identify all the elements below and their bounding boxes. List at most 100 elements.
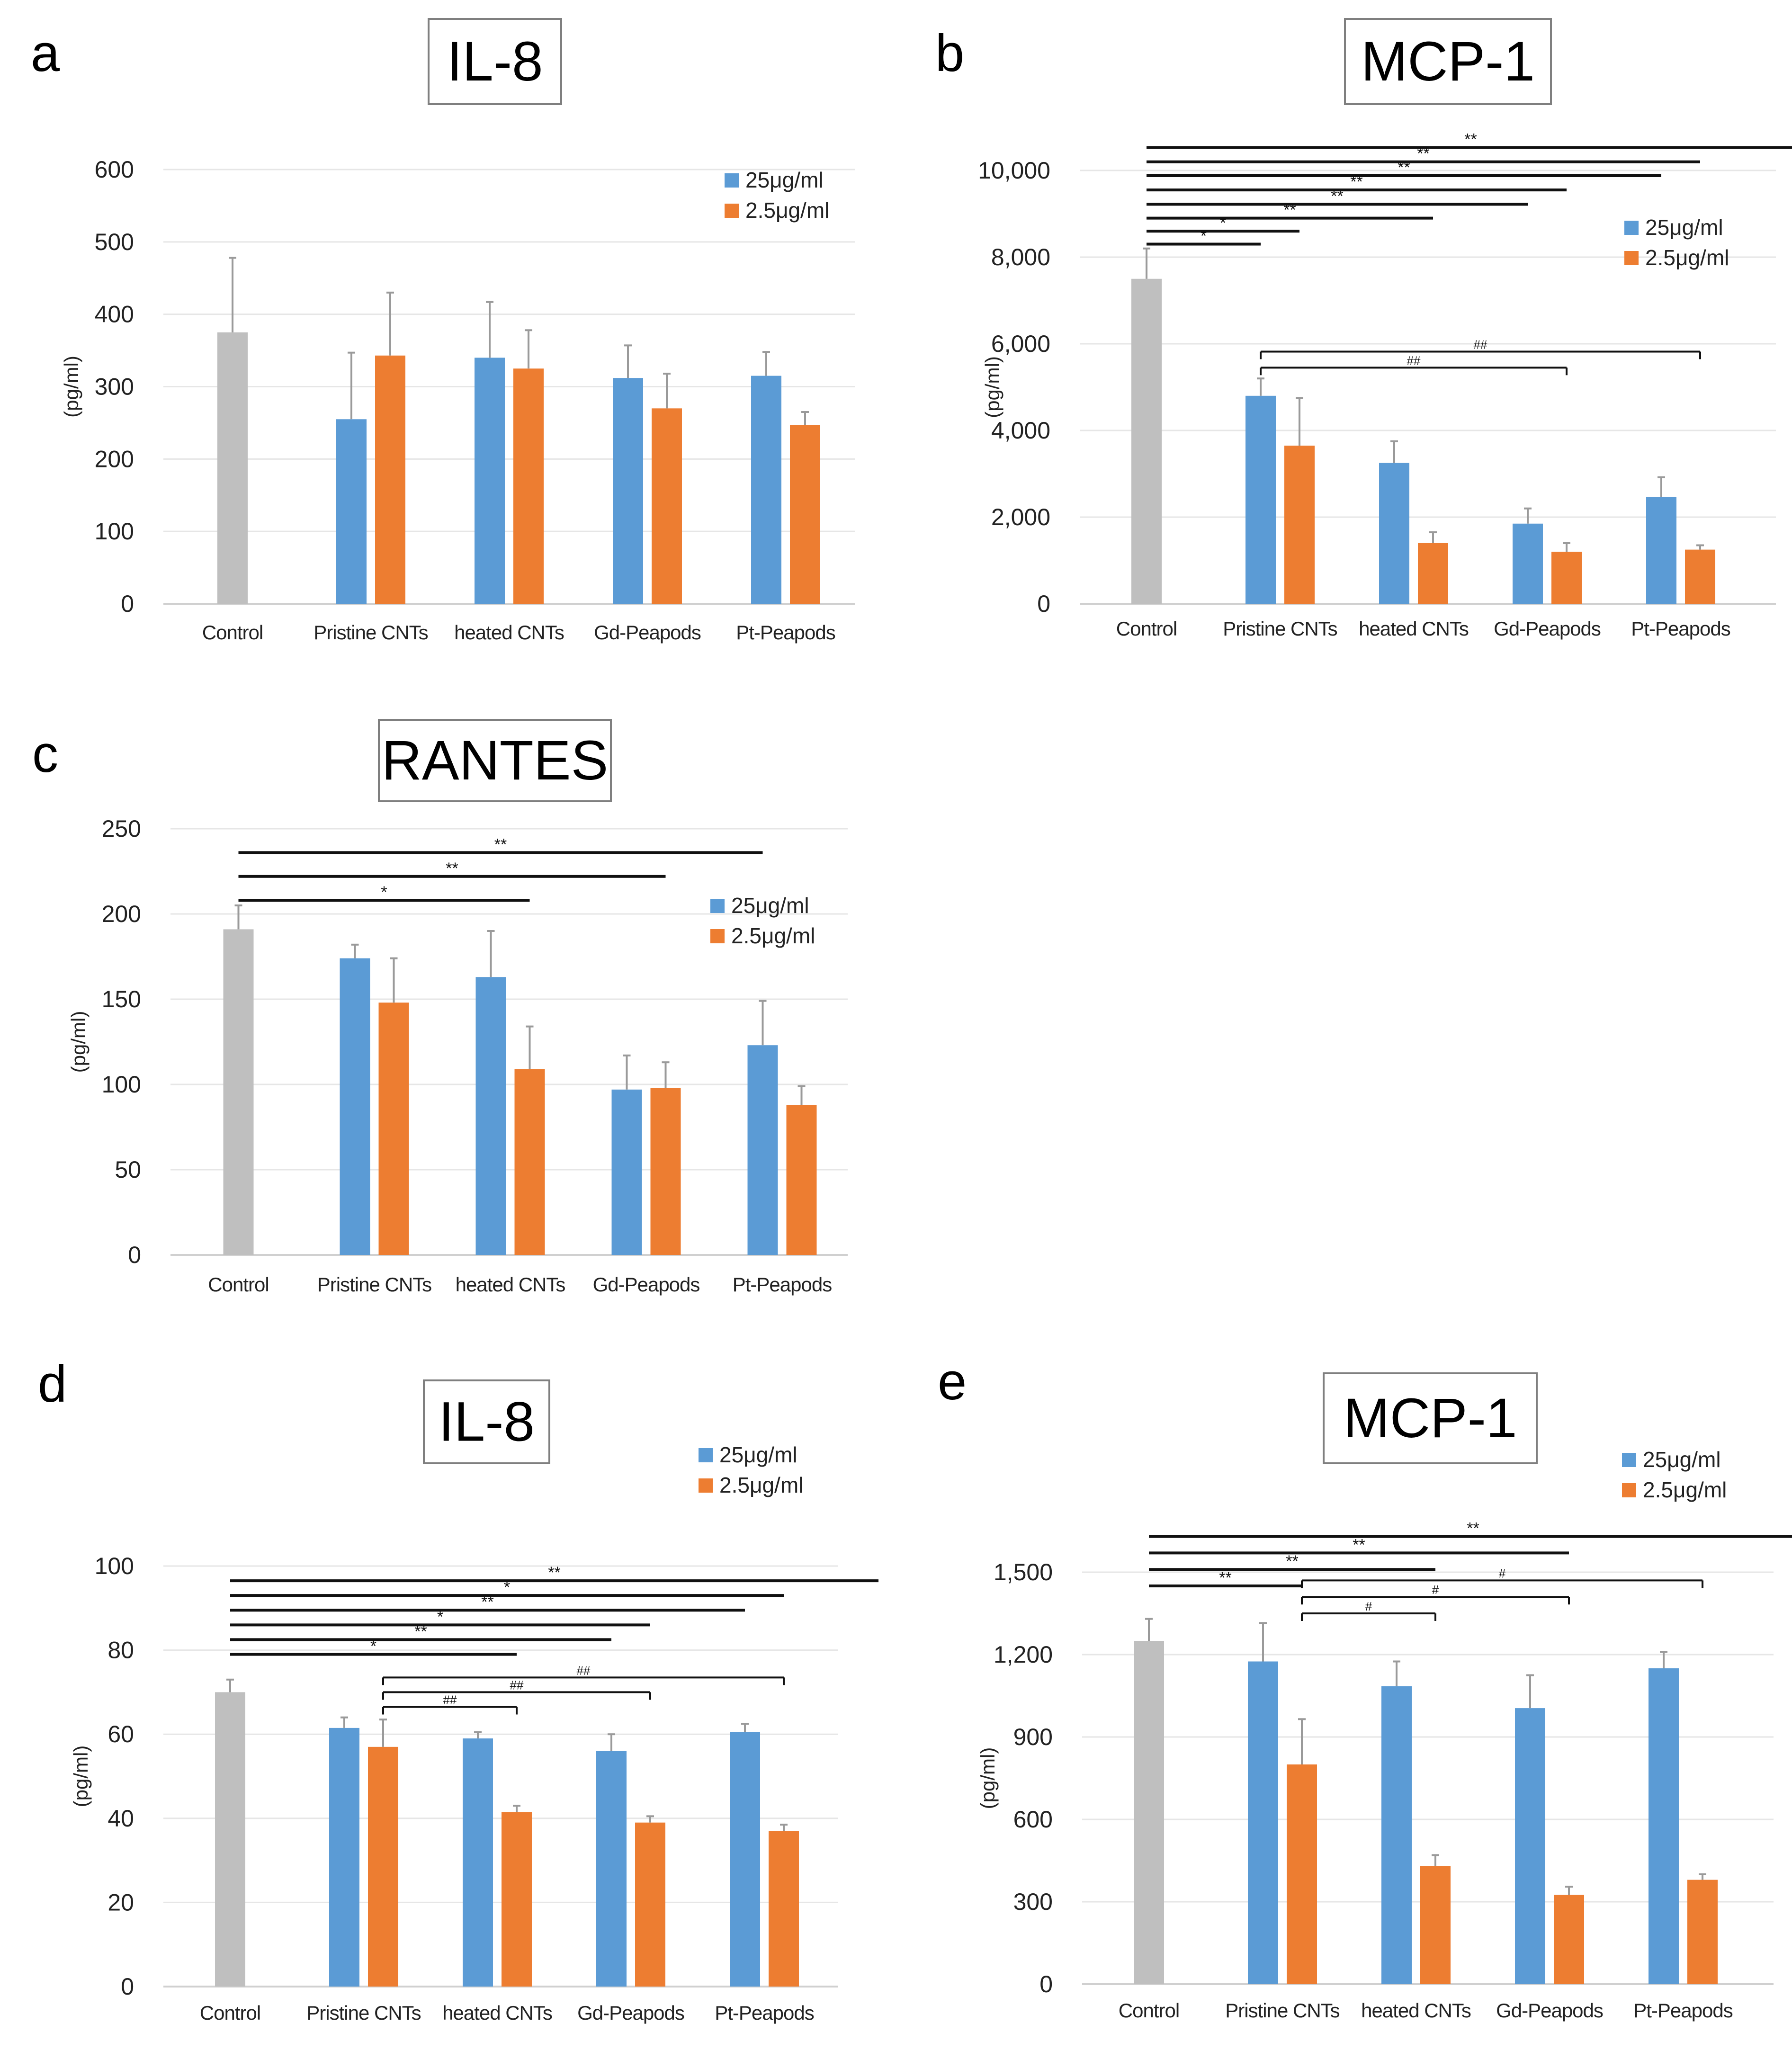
bar-2-5ug: [1420, 1866, 1451, 1984]
bar-control: [223, 929, 254, 1255]
y-tick-label: 40: [108, 1805, 134, 1832]
bar-2-5ug: [1287, 1764, 1317, 1984]
x-tick-label: Pristine CNTs: [1223, 618, 1337, 640]
y-tick-label: 600: [95, 156, 134, 183]
y-tick-label: 0: [1039, 1971, 1053, 1997]
legend-swatch: [699, 1478, 713, 1493]
legend-label: 2.5μg/ml: [1643, 1477, 1727, 1502]
x-tick-label: Pt-Peapods: [1631, 618, 1730, 640]
bar-25ug: [747, 1045, 778, 1255]
y-tick-label: 6,000: [991, 331, 1050, 357]
bar-2-5ug: [652, 408, 682, 604]
significance-label: **: [494, 835, 507, 853]
legend-label: 25μg/ml: [719, 1442, 797, 1467]
bar-25ug: [1245, 395, 1276, 604]
panel-letter: b: [935, 24, 964, 82]
significance-label: ##: [1407, 353, 1421, 367]
y-tick-label: 900: [1013, 1724, 1053, 1750]
bar-2-5ug: [790, 425, 820, 604]
bar-2-5ug: [1554, 1895, 1584, 1984]
legend-label: 25μg/ml: [1643, 1447, 1721, 1472]
bar-25ug: [751, 376, 781, 604]
significance-label: **: [446, 859, 458, 877]
legend-label: 2.5μg/ml: [1645, 245, 1729, 270]
x-tick-label: Control: [202, 621, 263, 644]
legend-swatch: [1624, 221, 1639, 235]
y-axis-label: (pg/ml): [981, 356, 1004, 418]
legend-label: 25μg/ml: [1645, 215, 1723, 240]
legend-swatch: [1624, 251, 1639, 265]
y-tick-label: 60: [108, 1721, 134, 1747]
significance-label: *: [437, 1608, 443, 1626]
bar-25ug: [1381, 1686, 1412, 1984]
bar-25ug: [475, 977, 506, 1255]
legend-label: 25μg/ml: [731, 893, 809, 918]
chart-title-box: [428, 18, 562, 105]
significance-label: ##: [577, 1663, 591, 1677]
chart-title: MCP-1: [1343, 1387, 1517, 1450]
x-tick-label: Pristine CNTs: [317, 1273, 431, 1296]
y-tick-label: 100: [95, 518, 134, 545]
chart-title: IL-8: [447, 30, 543, 93]
bar-2-5ug: [1284, 446, 1315, 604]
bar-2-5ug: [513, 368, 544, 604]
legend-swatch: [710, 929, 725, 943]
bar-25ug: [613, 378, 643, 604]
legend-swatch: [725, 173, 739, 188]
y-tick-label: 4,000: [991, 417, 1050, 444]
chart-panel-d: d IL-8 0 20 40 60 80 100 (pg/ml) Control Pristine …: [38, 1355, 878, 2024]
bar-25ug: [1248, 1661, 1278, 1984]
chart-title-box: [1323, 1372, 1538, 1464]
y-tick-label: 200: [95, 446, 134, 472]
bar-2-5ug: [1418, 543, 1448, 604]
bar-2-5ug: [502, 1812, 532, 1987]
chart-title-box: [378, 719, 612, 802]
significance-label: **: [548, 1564, 560, 1582]
y-tick-label: 300: [1013, 1889, 1053, 1915]
y-tick-label: 100: [95, 1553, 134, 1579]
bar-25ug: [1646, 496, 1676, 604]
chart-title: MCP-1: [1361, 30, 1535, 93]
bar-2-5ug: [1551, 552, 1582, 604]
x-tick-label: Control: [1119, 1999, 1179, 2022]
bar-25ug: [336, 419, 367, 604]
chart-panel-e: e MCP-1 0 300 600 900 1,200 1,500 (pg/ml) Control…: [938, 1352, 1792, 2022]
y-tick-label: 0: [121, 591, 134, 617]
bar-control: [1134, 1641, 1164, 1984]
y-tick-label: 400: [95, 301, 134, 328]
x-tick-label: heated CNTs: [454, 621, 564, 644]
significance-label: ##: [1474, 337, 1487, 351]
y-tick-label: 600: [1013, 1806, 1053, 1833]
y-tick-label: 200: [102, 901, 141, 927]
bar-25ug: [463, 1738, 493, 1987]
x-tick-label: Gd-Peapods: [593, 1273, 700, 1296]
x-tick-label: Pt-Peapods: [736, 621, 835, 644]
bar-25ug: [329, 1728, 359, 1987]
bar-2-5ug: [375, 355, 405, 604]
significance-label: *: [381, 883, 387, 901]
bar-25ug: [1649, 1668, 1679, 1984]
bar-2-5ug: [1685, 549, 1715, 604]
chart-panel-b: b MCP-1 0 2,000 4,000 6,000 8,000 10,000 (pg/ml)…: [935, 18, 1792, 640]
y-tick-label: 250: [102, 815, 141, 842]
bar-25ug: [1379, 463, 1409, 604]
y-tick-label: 0: [1037, 591, 1050, 617]
x-tick-label: heated CNTs: [1359, 618, 1469, 640]
panel-letter: c: [32, 725, 58, 783]
significance-label: **: [1286, 1552, 1298, 1570]
significance-label: ##: [443, 1692, 457, 1707]
bar-25ug: [1515, 1708, 1545, 1984]
y-axis-label: (pg/ml): [70, 1746, 92, 1808]
bar-2-5ug: [635, 1822, 665, 1987]
legend-swatch: [699, 1448, 713, 1462]
panel-letter: a: [31, 24, 60, 82]
y-axis-label: (pg/ml): [60, 356, 82, 418]
significance-label: #: [1432, 1583, 1439, 1597]
chart-title: RANTES: [382, 729, 609, 792]
bar-control: [215, 1692, 245, 1987]
legend-swatch: [710, 899, 725, 913]
x-tick-label: Pristine CNTs: [1225, 1999, 1339, 2022]
bar-25ug: [340, 958, 370, 1255]
bar-25ug: [730, 1732, 760, 1987]
significance-label: #: [1499, 1566, 1506, 1580]
